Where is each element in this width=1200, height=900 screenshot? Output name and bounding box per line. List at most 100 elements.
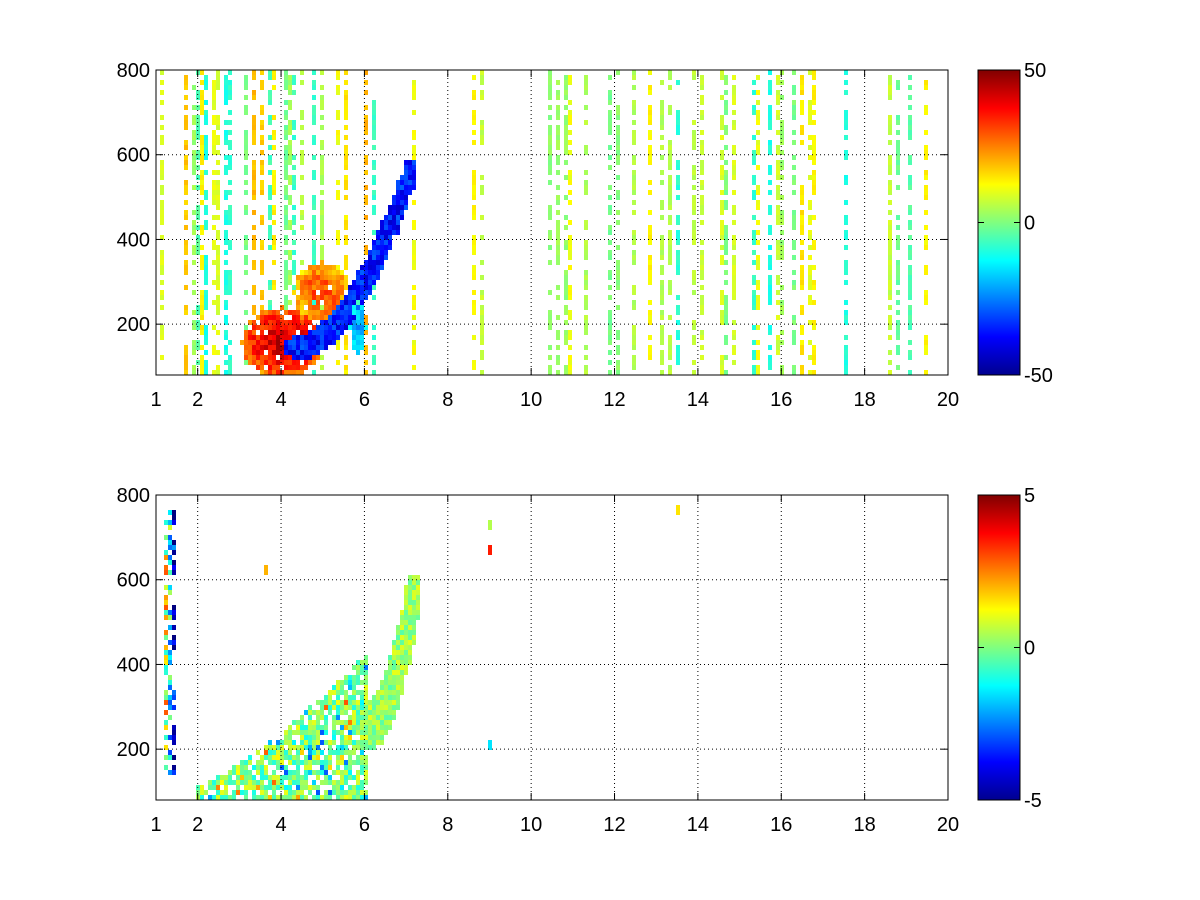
- heatmap-cell: [768, 115, 772, 120]
- heatmap-cell: [372, 160, 376, 165]
- heatmap-cell: [752, 180, 756, 185]
- heatmap-cell: [776, 215, 780, 220]
- heatmap-cell: [324, 295, 328, 300]
- heatmap-cell: [364, 660, 368, 665]
- heatmap-cell: [480, 90, 484, 95]
- heatmap-cell: [924, 105, 928, 110]
- heatmap-cell: [556, 225, 560, 230]
- heatmap-cell: [568, 140, 572, 145]
- heatmap-cell: [216, 350, 220, 355]
- heatmap-cell: [724, 185, 728, 190]
- heatmap-cell: [216, 150, 220, 155]
- heatmap-cell: [268, 355, 272, 360]
- heatmap-cell: [320, 305, 324, 310]
- heatmap-cell: [568, 120, 572, 125]
- heatmap-cell: [212, 150, 216, 155]
- heatmap-cell: [648, 350, 652, 355]
- heatmap-cell: [308, 720, 312, 725]
- heatmap-cell: [548, 145, 552, 150]
- heatmap-cell: [808, 340, 812, 345]
- heatmap-cell: [668, 145, 672, 150]
- heatmap-cell: [272, 115, 276, 120]
- heatmap-cell: [184, 145, 188, 150]
- heatmap-cell: [212, 80, 216, 85]
- heatmap-cell: [480, 290, 484, 295]
- heatmap-cell: [732, 255, 736, 260]
- heatmap-cell: [364, 270, 368, 275]
- heatmap-cell: [896, 170, 900, 175]
- heatmap-cell: [280, 760, 284, 765]
- heatmap-cell: [224, 170, 228, 175]
- heatmap-cell: [548, 170, 552, 175]
- heatmap-cell: [908, 340, 912, 345]
- heatmap-cell: [300, 80, 304, 85]
- heatmap-cell: [336, 795, 340, 800]
- heatmap-cell: [388, 210, 392, 215]
- heatmap-cell: [260, 220, 264, 225]
- heatmap-cell: [632, 120, 636, 125]
- heatmap-cell: [332, 315, 336, 320]
- heatmap-cell: [616, 70, 620, 75]
- y-tick-label: 800: [117, 60, 150, 82]
- bottom-colorbar: [977, 494, 1021, 801]
- heatmap-cell: [732, 95, 736, 100]
- heatmap-cell: [320, 290, 324, 295]
- heatmap-cell: [384, 220, 388, 225]
- heatmap-cell: [340, 740, 344, 745]
- heatmap-cell: [360, 690, 364, 695]
- heatmap-cell: [320, 220, 324, 225]
- heatmap-cell: [632, 75, 636, 80]
- heatmap-cell: [344, 780, 348, 785]
- heatmap-cell: [388, 710, 392, 715]
- heatmap-cell: [480, 120, 484, 125]
- heatmap-cell: [336, 280, 340, 285]
- heatmap-cell: [412, 170, 416, 175]
- heatmap-cell: [196, 305, 200, 310]
- heatmap-cell: [768, 120, 772, 125]
- heatmap-cell: [632, 345, 636, 350]
- heatmap-cell: [564, 75, 568, 80]
- heatmap-cell: [400, 205, 404, 210]
- heatmap-cell: [776, 210, 780, 215]
- heatmap-cell: [272, 775, 276, 780]
- heatmap-cell: [344, 225, 348, 230]
- heatmap-cell: [752, 215, 756, 220]
- heatmap-cell: [660, 325, 664, 330]
- heatmap-cell: [404, 190, 408, 195]
- heatmap-cell: [692, 220, 696, 225]
- heatmap-cell: [304, 740, 308, 745]
- bottom-heatmap: [164, 505, 680, 800]
- heatmap-cell: [392, 680, 396, 685]
- heatmap-cell: [888, 315, 892, 320]
- heatmap-cell: [360, 680, 364, 685]
- x-tick-label: 4: [275, 814, 286, 836]
- heatmap-cell: [316, 710, 320, 715]
- heatmap-cell: [548, 260, 552, 265]
- heatmap-cell: [244, 95, 248, 100]
- heatmap-cell: [372, 745, 376, 750]
- heatmap-cell: [224, 330, 228, 335]
- heatmap-cell: [472, 195, 476, 200]
- heatmap-cell: [224, 100, 228, 105]
- heatmap-cell: [888, 350, 892, 355]
- heatmap-cell: [284, 210, 288, 215]
- heatmap-cell: [344, 105, 348, 110]
- heatmap-cell: [288, 795, 292, 800]
- heatmap-cell: [224, 360, 228, 365]
- y-tick-label: 600: [117, 145, 150, 167]
- heatmap-cell: [720, 210, 724, 215]
- heatmap-cell: [184, 140, 188, 145]
- heatmap-cell: [732, 350, 736, 355]
- heatmap-cell: [308, 270, 312, 275]
- heatmap-cell: [324, 305, 328, 310]
- heatmap-cell: [268, 775, 272, 780]
- heatmap-cell: [280, 350, 284, 355]
- heatmap-cell: [556, 295, 560, 300]
- heatmap-cell: [360, 335, 364, 340]
- heatmap-cell: [200, 190, 204, 195]
- heatmap-cell: [352, 675, 356, 680]
- heatmap-cell: [412, 285, 416, 290]
- heatmap-cell: [288, 725, 292, 730]
- heatmap-cell: [548, 70, 552, 75]
- heatmap-cell: [372, 740, 376, 745]
